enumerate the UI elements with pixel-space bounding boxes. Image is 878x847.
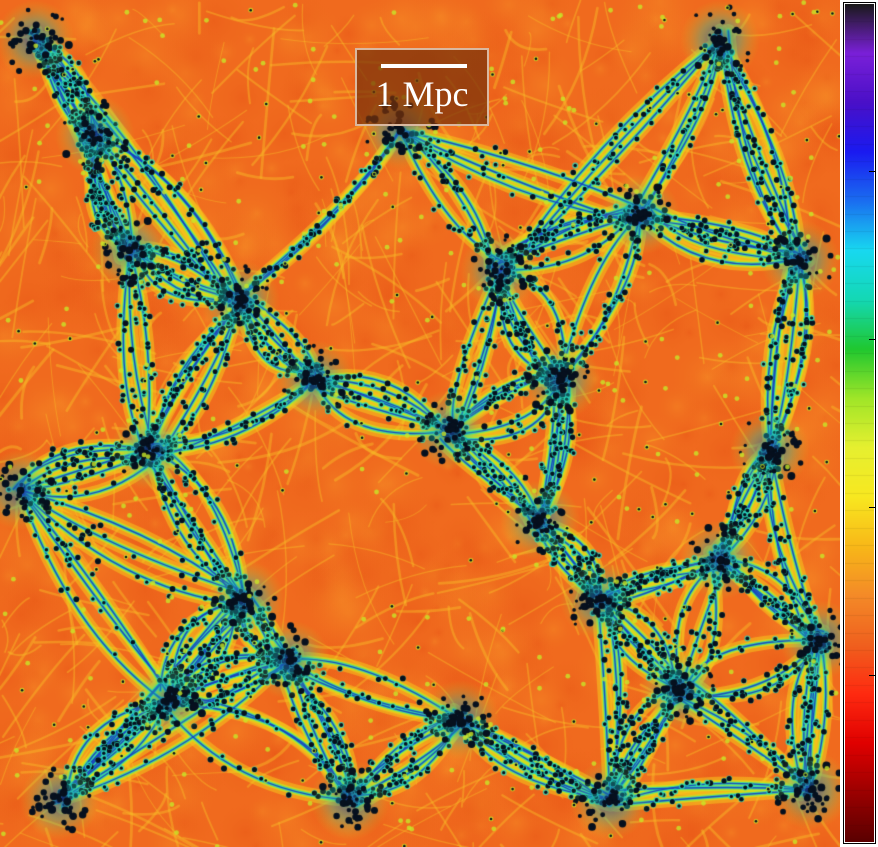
density-map-image <box>0 0 840 847</box>
scale-bar-box: 1 Mpc <box>355 48 489 126</box>
colorbar-tick <box>869 339 875 340</box>
scale-bar-line <box>381 64 467 68</box>
colorbar-tick <box>869 675 875 676</box>
colorbar-gradient <box>845 4 874 842</box>
colorbar-tick <box>869 507 875 508</box>
colorbar-tick <box>869 171 875 172</box>
scale-bar-label: 1 Mpc <box>375 74 469 114</box>
colorbar <box>843 2 876 844</box>
